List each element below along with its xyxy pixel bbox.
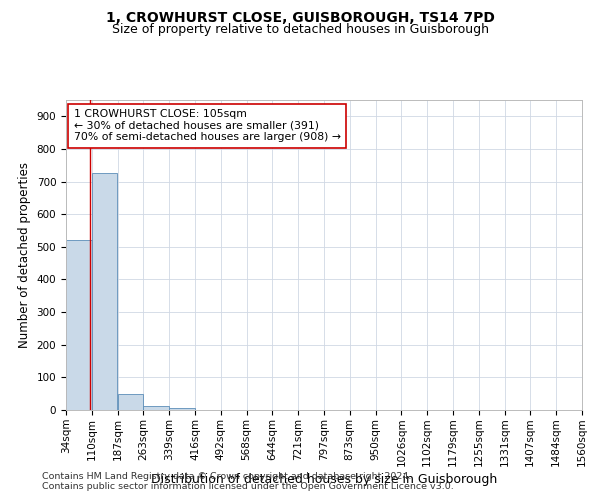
Bar	[169, 408, 195, 410]
X-axis label: Distribution of detached houses by size in Guisborough: Distribution of detached houses by size …	[151, 474, 497, 486]
Bar	[143, 406, 169, 410]
Bar	[92, 173, 118, 410]
Text: Size of property relative to detached houses in Guisborough: Size of property relative to detached ho…	[112, 22, 488, 36]
Text: Contains public sector information licensed under the Open Government Licence v3: Contains public sector information licen…	[42, 482, 454, 491]
Text: Contains HM Land Registry data © Crown copyright and database right 2024.: Contains HM Land Registry data © Crown c…	[42, 472, 412, 481]
Bar	[118, 394, 143, 410]
Text: 1, CROWHURST CLOSE, GUISBOROUGH, TS14 7PD: 1, CROWHURST CLOSE, GUISBOROUGH, TS14 7P…	[106, 11, 494, 25]
Bar	[66, 240, 92, 410]
Y-axis label: Number of detached properties: Number of detached properties	[18, 162, 31, 348]
Text: 1 CROWHURST CLOSE: 105sqm
← 30% of detached houses are smaller (391)
70% of semi: 1 CROWHURST CLOSE: 105sqm ← 30% of detac…	[74, 110, 341, 142]
